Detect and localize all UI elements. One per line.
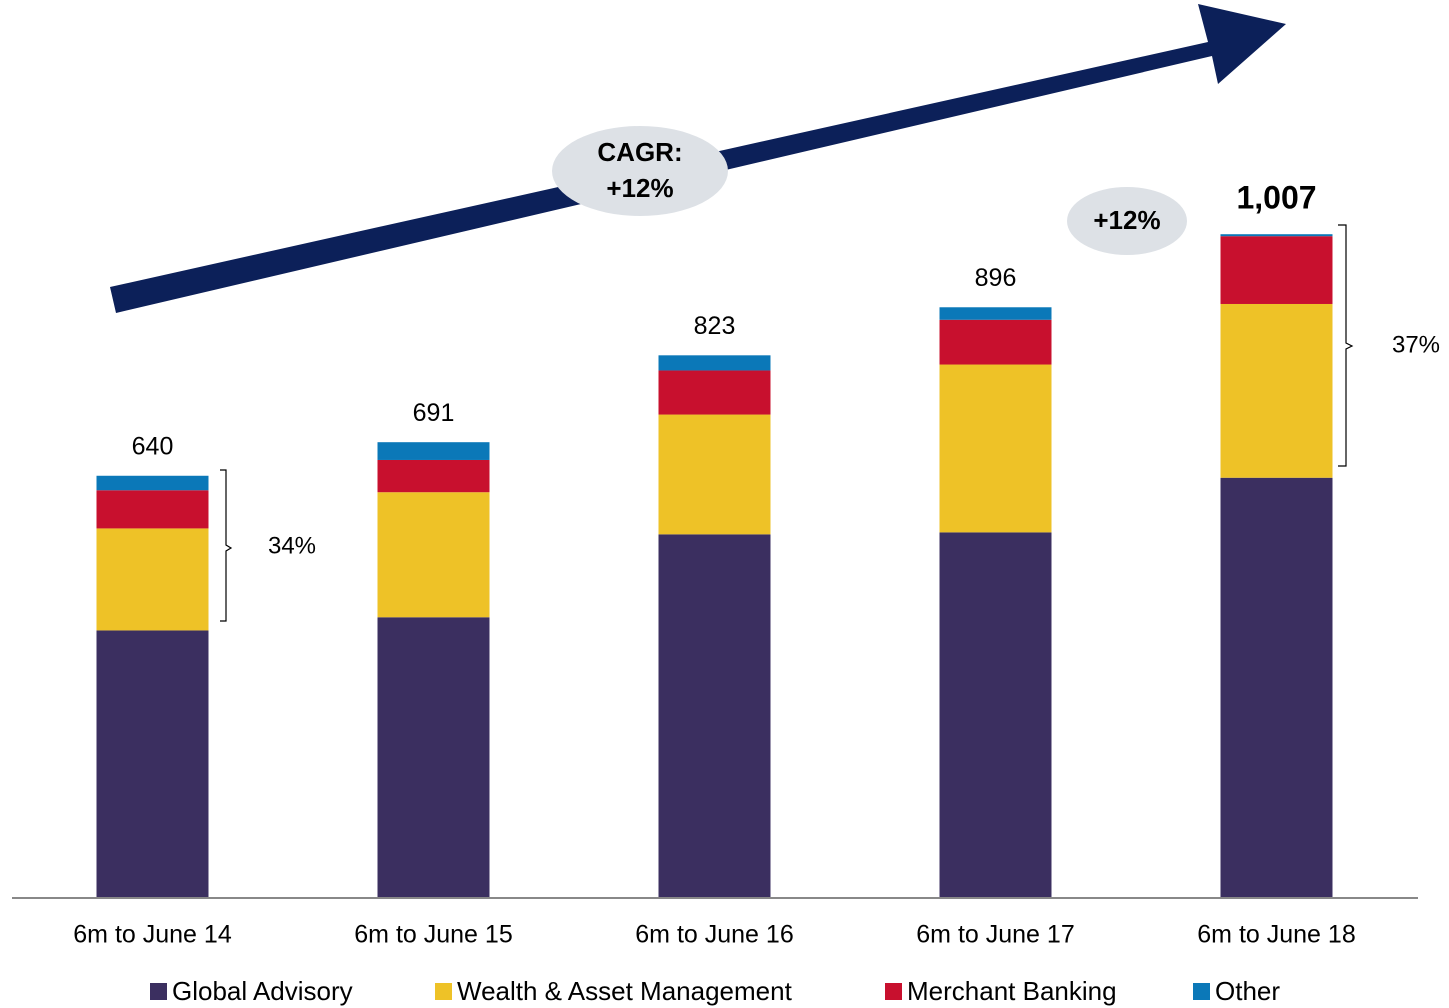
legend-label: Merchant Banking <box>907 976 1117 1006</box>
total-label: 1,007 <box>1236 180 1316 216</box>
bar-segment <box>939 307 1052 320</box>
bar-segment <box>658 355 771 371</box>
cagr-label: CAGR: <box>597 137 682 167</box>
bar-segment <box>377 442 490 460</box>
x-tick-label: 6m to June 17 <box>916 921 1074 949</box>
bar-segment <box>96 528 209 631</box>
total-label: 691 <box>413 399 455 427</box>
bar-segment <box>377 617 490 897</box>
legend-label: Global Advisory <box>172 976 353 1006</box>
growth-bubble <box>1067 187 1187 255</box>
bar-segment <box>96 630 209 897</box>
bar-segment <box>658 534 771 897</box>
legend-swatch <box>1193 983 1210 1000</box>
bar-segment <box>1220 477 1333 897</box>
cagr-bubble <box>552 126 728 216</box>
x-tick-label: 6m to June 18 <box>1197 921 1355 949</box>
bar-segment <box>1220 234 1333 237</box>
bar-segment <box>377 459 490 493</box>
total-label: 640 <box>132 432 174 460</box>
bar-segment <box>96 475 209 491</box>
bar-segment <box>939 532 1052 897</box>
x-tick-label: 6m to June 15 <box>354 921 512 949</box>
share-label: 37% <box>1392 331 1440 358</box>
growth-label: +12% <box>1093 205 1160 235</box>
legend-swatch <box>435 983 452 1000</box>
bar-segment <box>377 492 490 618</box>
cagr-value: +12% <box>606 173 673 203</box>
bar-segment <box>96 490 209 529</box>
legend-swatch <box>150 983 167 1000</box>
bar-segment <box>939 364 1052 533</box>
bar-segment <box>658 370 771 415</box>
total-label: 896 <box>975 264 1017 292</box>
legend-swatch <box>885 983 902 1000</box>
bar-segment <box>939 319 1052 365</box>
x-tick-label: 6m to June 16 <box>635 921 793 949</box>
legend-label: Other <box>1215 976 1280 1006</box>
bar-segment <box>658 414 771 535</box>
total-label: 823 <box>694 312 736 340</box>
bracket <box>1338 224 1354 467</box>
bar-segment <box>1220 236 1333 304</box>
bar-segment <box>1220 303 1333 478</box>
x-tick-label: 6m to June 14 <box>73 921 232 949</box>
bracket <box>220 469 233 622</box>
legend-label: Wealth & Asset Management <box>457 976 793 1006</box>
share-label: 34% <box>268 532 316 559</box>
